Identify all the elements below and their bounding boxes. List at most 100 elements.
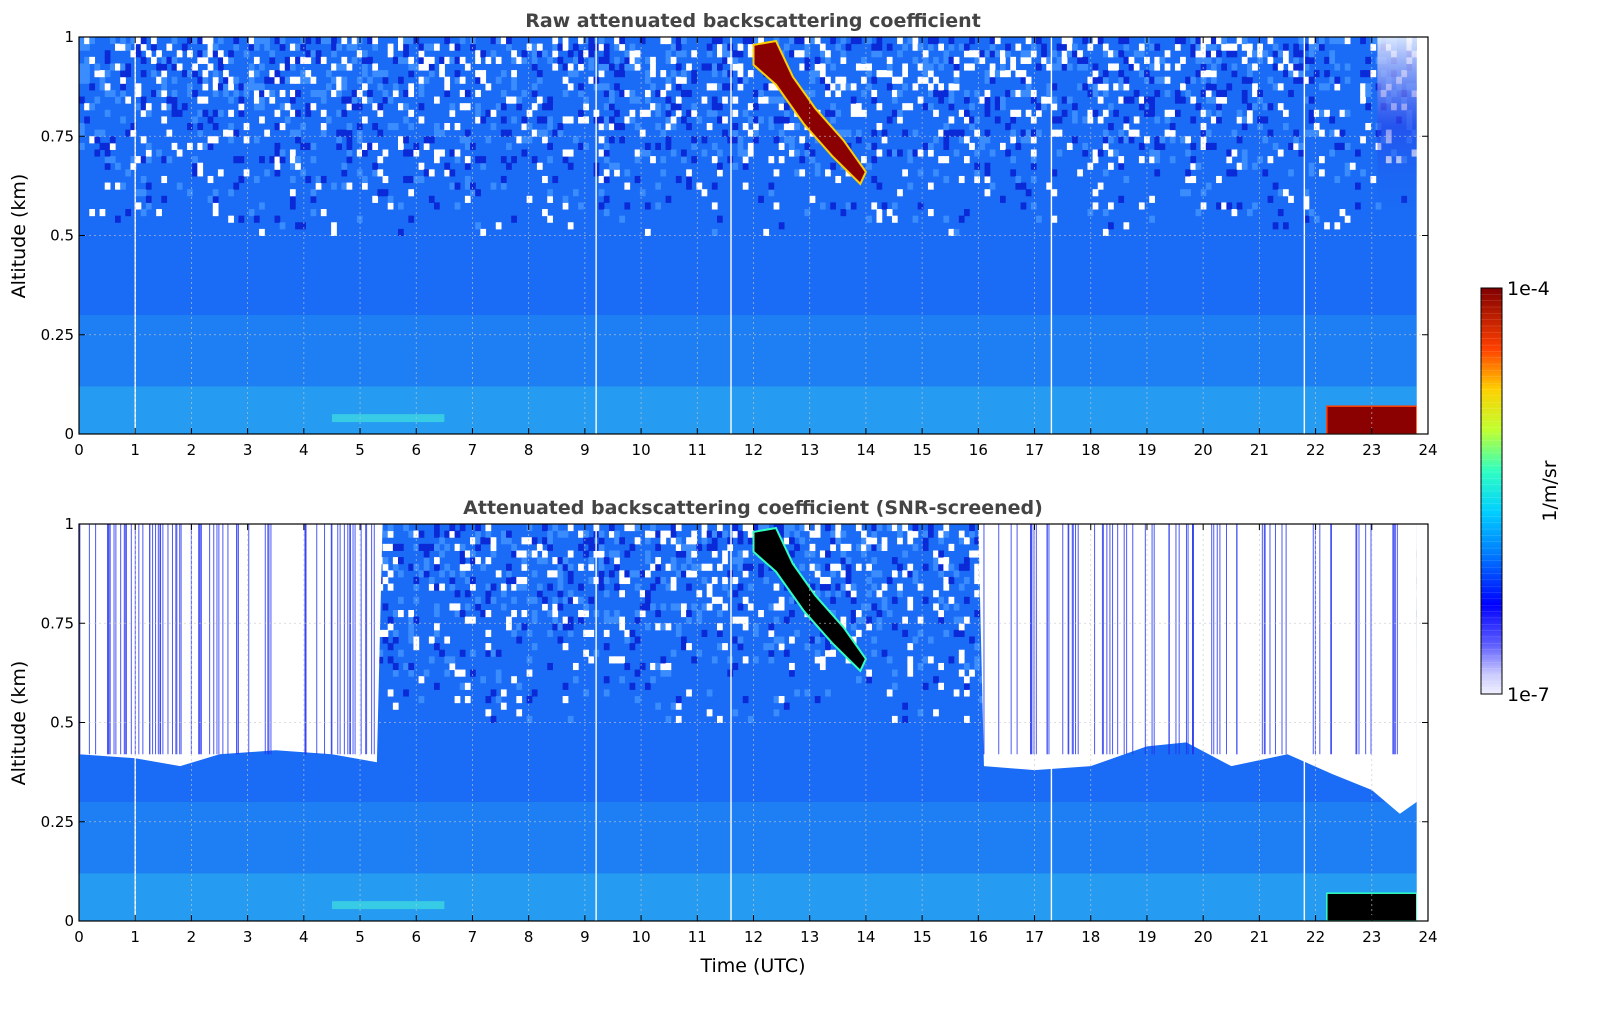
noise-cell [331,63,337,70]
noise-cell [429,136,435,143]
noise-cell [1242,57,1248,64]
noise-cell [537,77,543,84]
noise-cell [547,630,553,637]
noise-cell [449,603,455,610]
noise-cell [424,63,430,70]
noise-cell [202,97,208,104]
noise-cell [326,83,332,90]
noise-cell [774,202,780,209]
noise-cell [388,524,394,531]
noise-cell [485,709,491,716]
noise-cell [419,44,425,51]
noise-cell [506,531,512,538]
noise-cell [275,123,281,130]
noise-cell [465,683,471,690]
noise-cell [1098,83,1104,90]
noise-cell [1093,83,1099,90]
noise-cell [825,524,831,531]
noise-cell [995,70,1001,77]
noise-cell [1026,110,1032,117]
noise-cell [336,90,342,97]
noise-cell [974,163,980,170]
noise-cell [933,603,939,610]
noise-cell [892,202,898,209]
noise-cell [660,537,666,544]
noise-cell [1365,123,1371,130]
noise-cell [918,202,924,209]
noise-cell [1103,209,1109,216]
noise-cell [1093,37,1099,44]
noise-cell [712,103,718,110]
noise-cell [588,50,594,57]
noise-cell [434,149,440,156]
noise-cell [943,603,949,610]
noise-cell [1062,57,1068,64]
noise-cell [429,656,435,663]
noise-cell [563,44,569,51]
noise-cell [449,570,455,577]
noise-cell [218,110,224,117]
noise-cell [125,169,131,176]
noise-cell [923,544,929,551]
noise-cell [521,136,527,143]
noise-cell [1087,116,1093,123]
noise-cell [136,156,142,163]
noise-cell [578,617,584,624]
noise-cell [619,44,625,51]
noise-cell [254,103,260,110]
noise-cell [748,143,754,150]
noise-cell [1154,143,1160,150]
noise-cell [635,57,641,64]
noise-cell [702,136,708,143]
noise-cell [871,544,877,551]
noise-cell [943,90,949,97]
noise-cell [846,130,852,137]
noise-cell [1134,50,1140,57]
noise-cell [1309,116,1315,123]
noise-cell [815,650,821,657]
noise-cell [1103,77,1109,84]
noise-cell [542,50,548,57]
noise-cell [840,83,846,90]
noise-cell [722,50,728,57]
noise-cell [496,670,502,677]
noise-cell [645,570,651,577]
noise-cell [1165,90,1171,97]
noise-cell [974,610,980,617]
noise-cell [727,57,733,64]
noise-cell [388,623,394,630]
noise-cell [928,103,934,110]
noise-cell [830,37,836,44]
noise-cell [460,570,466,577]
noise-cell [671,650,677,657]
noise-cell [1278,63,1284,70]
noise-cell [1077,50,1083,57]
noise-cell [485,597,491,604]
noise-cell [707,709,713,716]
noise-cell [871,44,877,51]
noise-cell [1118,97,1124,104]
noise-cell [501,90,507,97]
noise-cell [671,584,677,591]
noise-cell [1000,63,1006,70]
noise-cell [393,57,399,64]
noise-cell [810,196,816,203]
noise-cell [532,83,538,90]
noise-cell [305,57,311,64]
x-tick-label: 2 [187,928,197,946]
noise-cell [877,149,883,156]
noise-cell [563,63,569,70]
noise-cell [1365,90,1371,97]
noise-cell [928,143,934,150]
noise-cell [475,57,481,64]
noise-cell [604,617,610,624]
noise-cell [630,570,636,577]
noise-cell [563,202,569,209]
noise-cell [311,103,317,110]
noise-cell [635,670,641,677]
noise-cell [532,90,538,97]
noise-cell [712,37,718,44]
noise-cell [727,83,733,90]
noise-cell [681,570,687,577]
noise-cell [542,557,548,564]
